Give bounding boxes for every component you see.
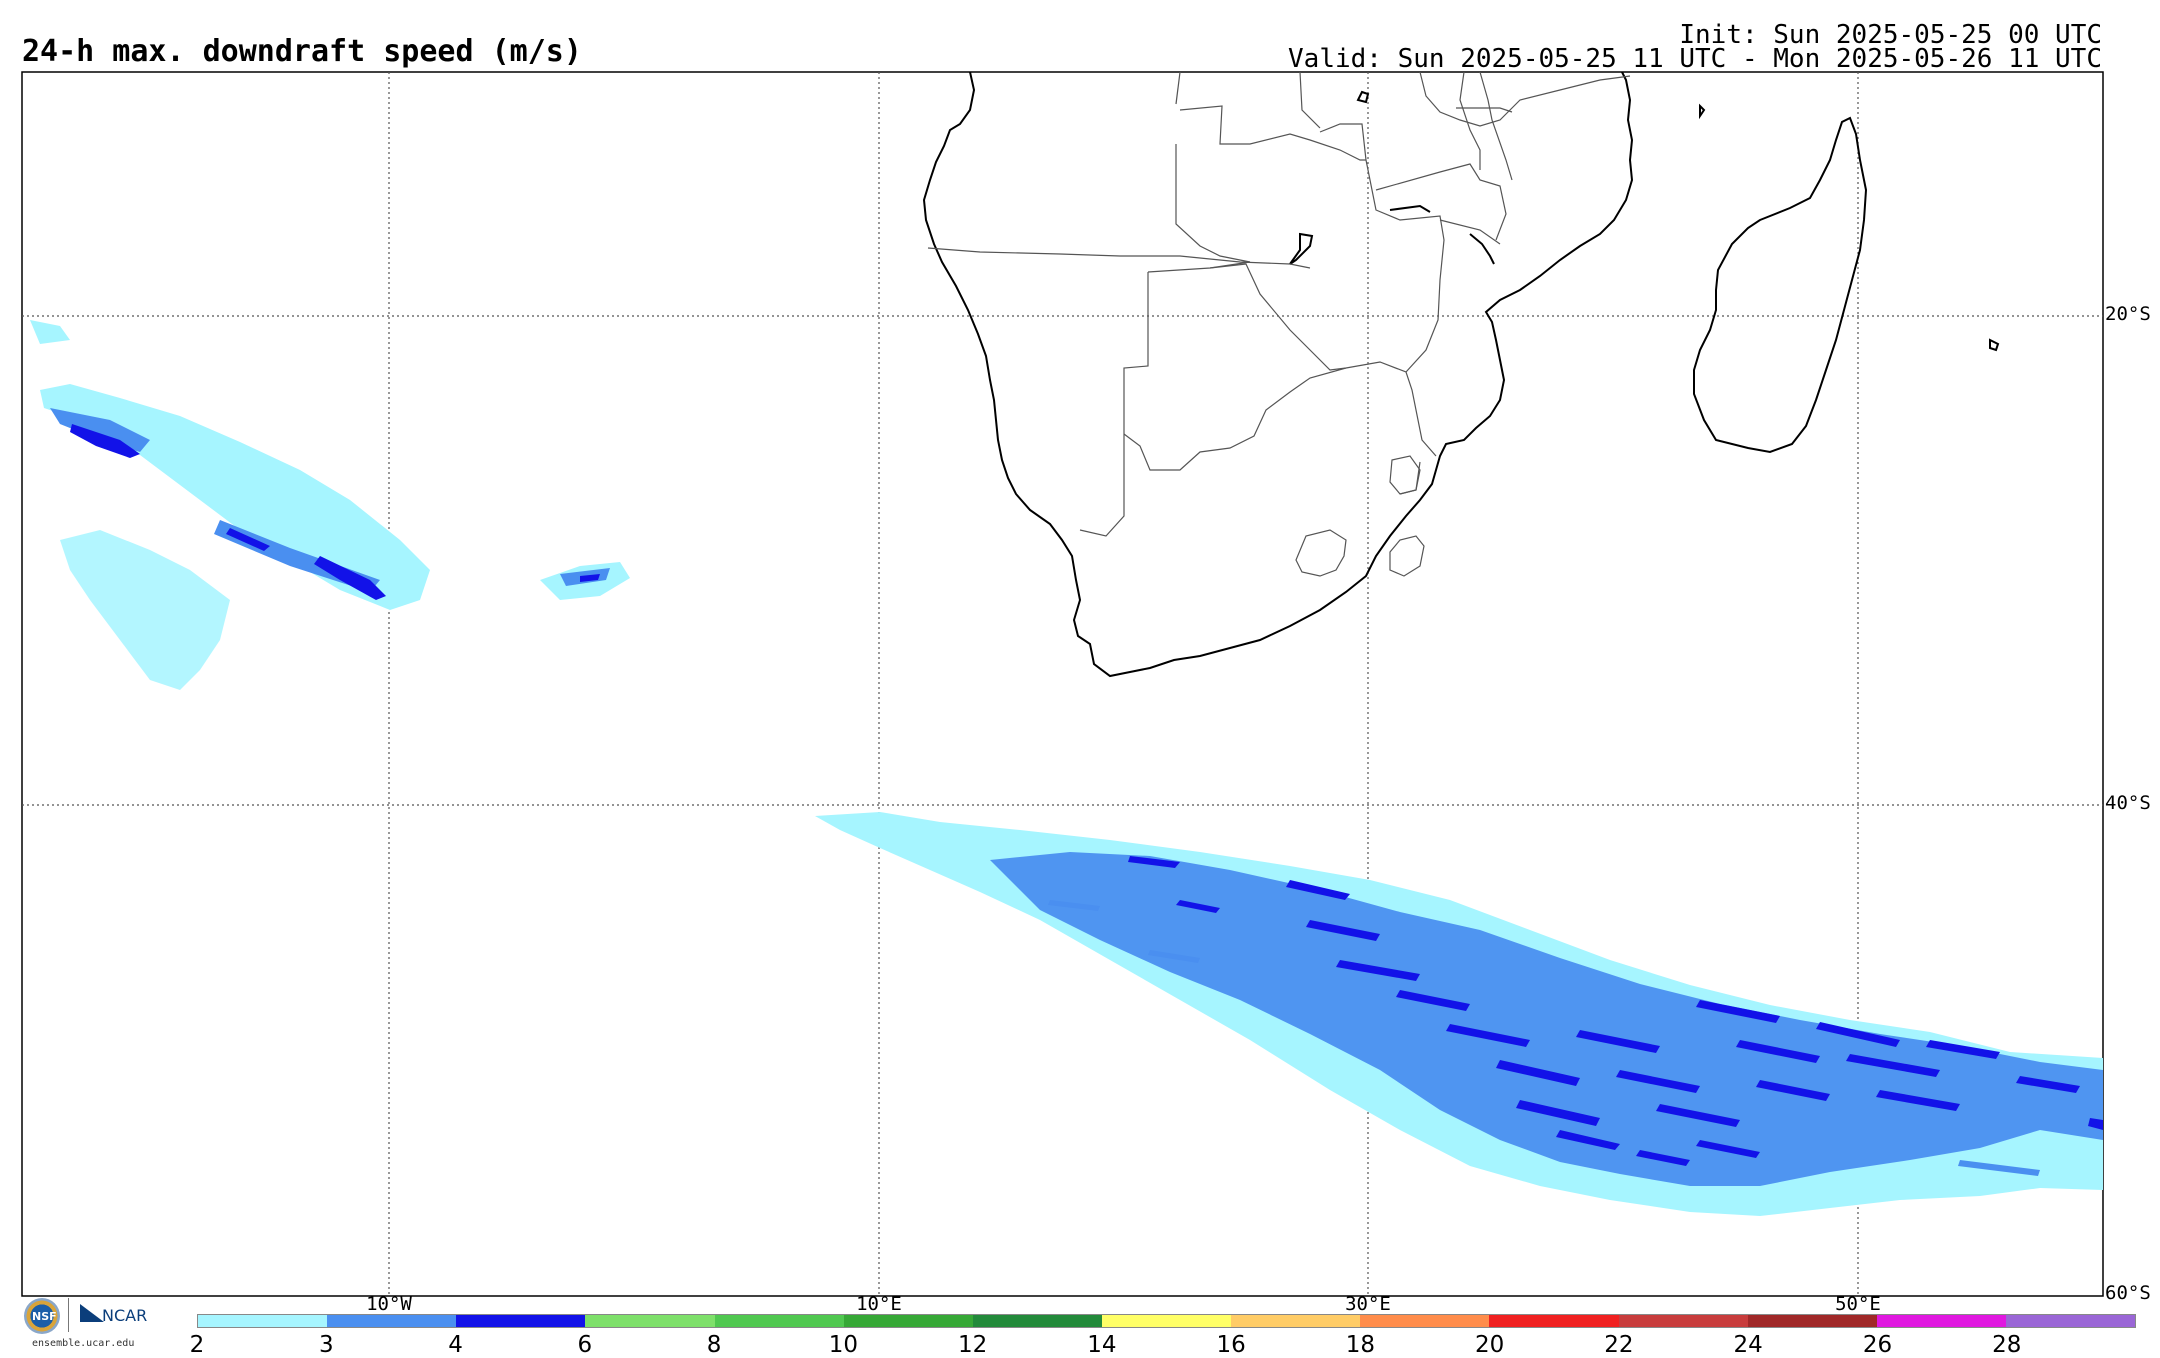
colorbar-tick-label: 22	[1604, 1332, 1634, 1358]
colorbar-segment	[456, 1315, 586, 1327]
lon-label-10e: 10°E	[856, 1293, 902, 1315]
colorbar-tick-label: 10	[828, 1332, 858, 1358]
colorbar-segment	[1747, 1315, 1877, 1327]
logo-group: NSF NCAR ensemble.ucar.edu	[24, 1296, 164, 1352]
colorbar-tick-label: 28	[1992, 1332, 2022, 1358]
colorbar-segment	[1489, 1315, 1619, 1327]
graticule	[22, 72, 2103, 1296]
colorbar-segment	[1876, 1315, 2006, 1327]
country-borders	[927, 72, 1631, 577]
lon-label-10w: 10°W	[366, 1293, 412, 1315]
downdraft-field-south	[815, 812, 2103, 1216]
init-time: Init: Sun 2025-05-25 00 UTC	[1679, 20, 2102, 50]
downdraft-field-west	[30, 320, 630, 690]
lon-label-50e: 50°E	[1835, 1293, 1881, 1315]
colorbar-tick-label: 3	[318, 1332, 334, 1358]
colorbar-segment	[1618, 1315, 1748, 1327]
colorbar-tick-label: 16	[1216, 1332, 1246, 1358]
ncar-logo-mark	[80, 1304, 104, 1322]
colorbar-segment	[585, 1315, 715, 1327]
nsf-logo-text: NSF	[32, 1310, 57, 1323]
colorbar-segment	[1360, 1315, 1490, 1327]
colorbar-tick-label: 24	[1733, 1332, 1763, 1358]
lat-label-20s: 20°S	[2105, 303, 2151, 325]
colorbar-tick-label: 18	[1345, 1332, 1376, 1358]
colorbar-segment	[1231, 1315, 1361, 1327]
colorbar-tick-label: 14	[1087, 1332, 1117, 1358]
lat-label-60s: 60°S	[2105, 1282, 2151, 1304]
colorbar-tick-label: 26	[1862, 1332, 1893, 1358]
coastlines	[922, 72, 2000, 678]
nsf-logo: NSF	[24, 1298, 60, 1334]
colorbar-segment	[2005, 1315, 2136, 1327]
colorbar-segment	[327, 1315, 457, 1327]
colorbar-segment	[714, 1315, 844, 1327]
colorbar	[197, 1314, 2136, 1328]
colorbar-segment	[972, 1315, 1102, 1327]
colorbar-tick-label: 4	[448, 1332, 463, 1358]
colorbar-tick-label: 20	[1475, 1332, 1505, 1358]
chart-title: 24-h max. downdraft speed (m/s)	[22, 34, 582, 69]
colorbar-tick-label: 12	[957, 1332, 988, 1358]
lon-label-30e: 30°E	[1345, 1293, 1391, 1315]
valid-time: Valid: Sun 2025-05-25 11 UTC - Mon 2025-…	[1288, 44, 2102, 74]
logo-divider	[68, 1298, 69, 1332]
lat-label-40s: 40°S	[2105, 792, 2151, 814]
colorbar-tick-label: 2	[189, 1332, 205, 1358]
colorbar-tick-label: 8	[706, 1332, 722, 1358]
ncar-logo-text: NCAR	[102, 1306, 148, 1325]
colorbar-segment	[198, 1315, 328, 1327]
colorbar-segment	[843, 1315, 973, 1327]
colorbar-tick-label: 6	[577, 1332, 593, 1358]
colorbar-segment	[1101, 1315, 1232, 1327]
site-url: ensemble.ucar.edu	[32, 1338, 135, 1349]
